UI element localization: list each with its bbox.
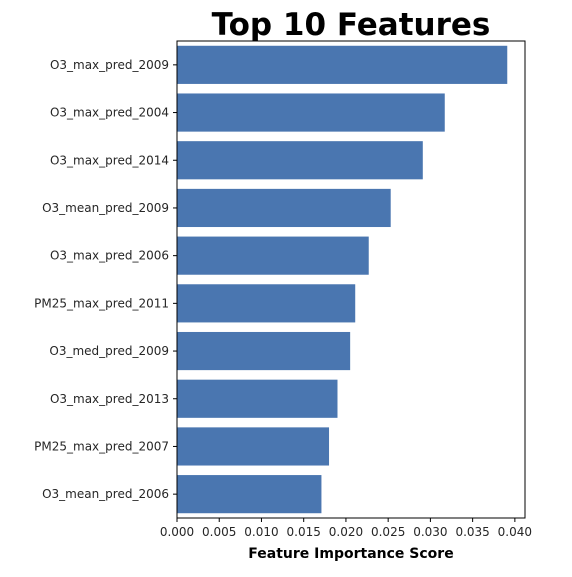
bar-O3_mean_pred_2009	[177, 188, 391, 228]
x-tick-label: 0.015	[287, 525, 321, 539]
y-tick-label: O3_max_pred_2004	[50, 106, 169, 120]
bar-PM25_max_pred_2007	[177, 427, 330, 466]
bar-O3_max_pred_2013	[177, 379, 338, 418]
y-tick-label: O3_max_pred_2014	[50, 153, 169, 167]
y-tick-label: O3_mean_pred_2009	[42, 201, 169, 215]
bar-O3_med_pred_2009	[177, 331, 351, 371]
x-tick-label: 0.040	[498, 525, 532, 539]
x-tick-label: 0.005	[202, 525, 236, 539]
y-tick-label: O3_max_pred_2006	[50, 249, 169, 263]
y-tick-label: PM25_max_pred_2007	[34, 439, 169, 453]
y-axis-ticks: O3_max_pred_2009 O3_max_pred_2004 O3_max_p…	[34, 58, 177, 501]
bar-O3_max_pred_2004	[177, 93, 445, 132]
x-tick-label: 0.000	[160, 525, 194, 539]
y-tick-label: O3_mean_pred_2006	[42, 487, 169, 501]
x-tick-label: 0.035	[455, 525, 489, 539]
y-tick-label: O3_max_pred_2013	[50, 392, 169, 406]
chart-title: Top 10 Features	[212, 7, 491, 43]
x-tick-label: 0.010	[244, 525, 278, 539]
bars-layer	[177, 45, 508, 514]
bar-O3_max_pred_2009	[177, 45, 508, 84]
x-tick-label: 0.025	[371, 525, 405, 539]
plot-frame	[176, 40, 526, 519]
x-axis-ticks: 0.000 0.005 0.010 0.015 0.020 0.025 0.030 0.035…	[160, 518, 532, 539]
y-tick-label: PM25_max_pred_2011	[34, 296, 169, 310]
bar-O3_mean_pred_2006	[177, 475, 322, 514]
y-tick-label: O3_max_pred_2009	[50, 58, 169, 72]
x-tick-label: 0.020	[329, 525, 363, 539]
bar-O3_max_pred_2014	[177, 141, 423, 180]
bar-O3_max_pred_2006	[177, 236, 369, 275]
x-tick-label: 0.030	[413, 525, 447, 539]
x-axis-label: Feature Importance Score	[248, 546, 453, 562]
bar-PM25_max_pred_2011	[177, 284, 356, 323]
y-tick-label: O3_med_pred_2009	[49, 344, 169, 358]
